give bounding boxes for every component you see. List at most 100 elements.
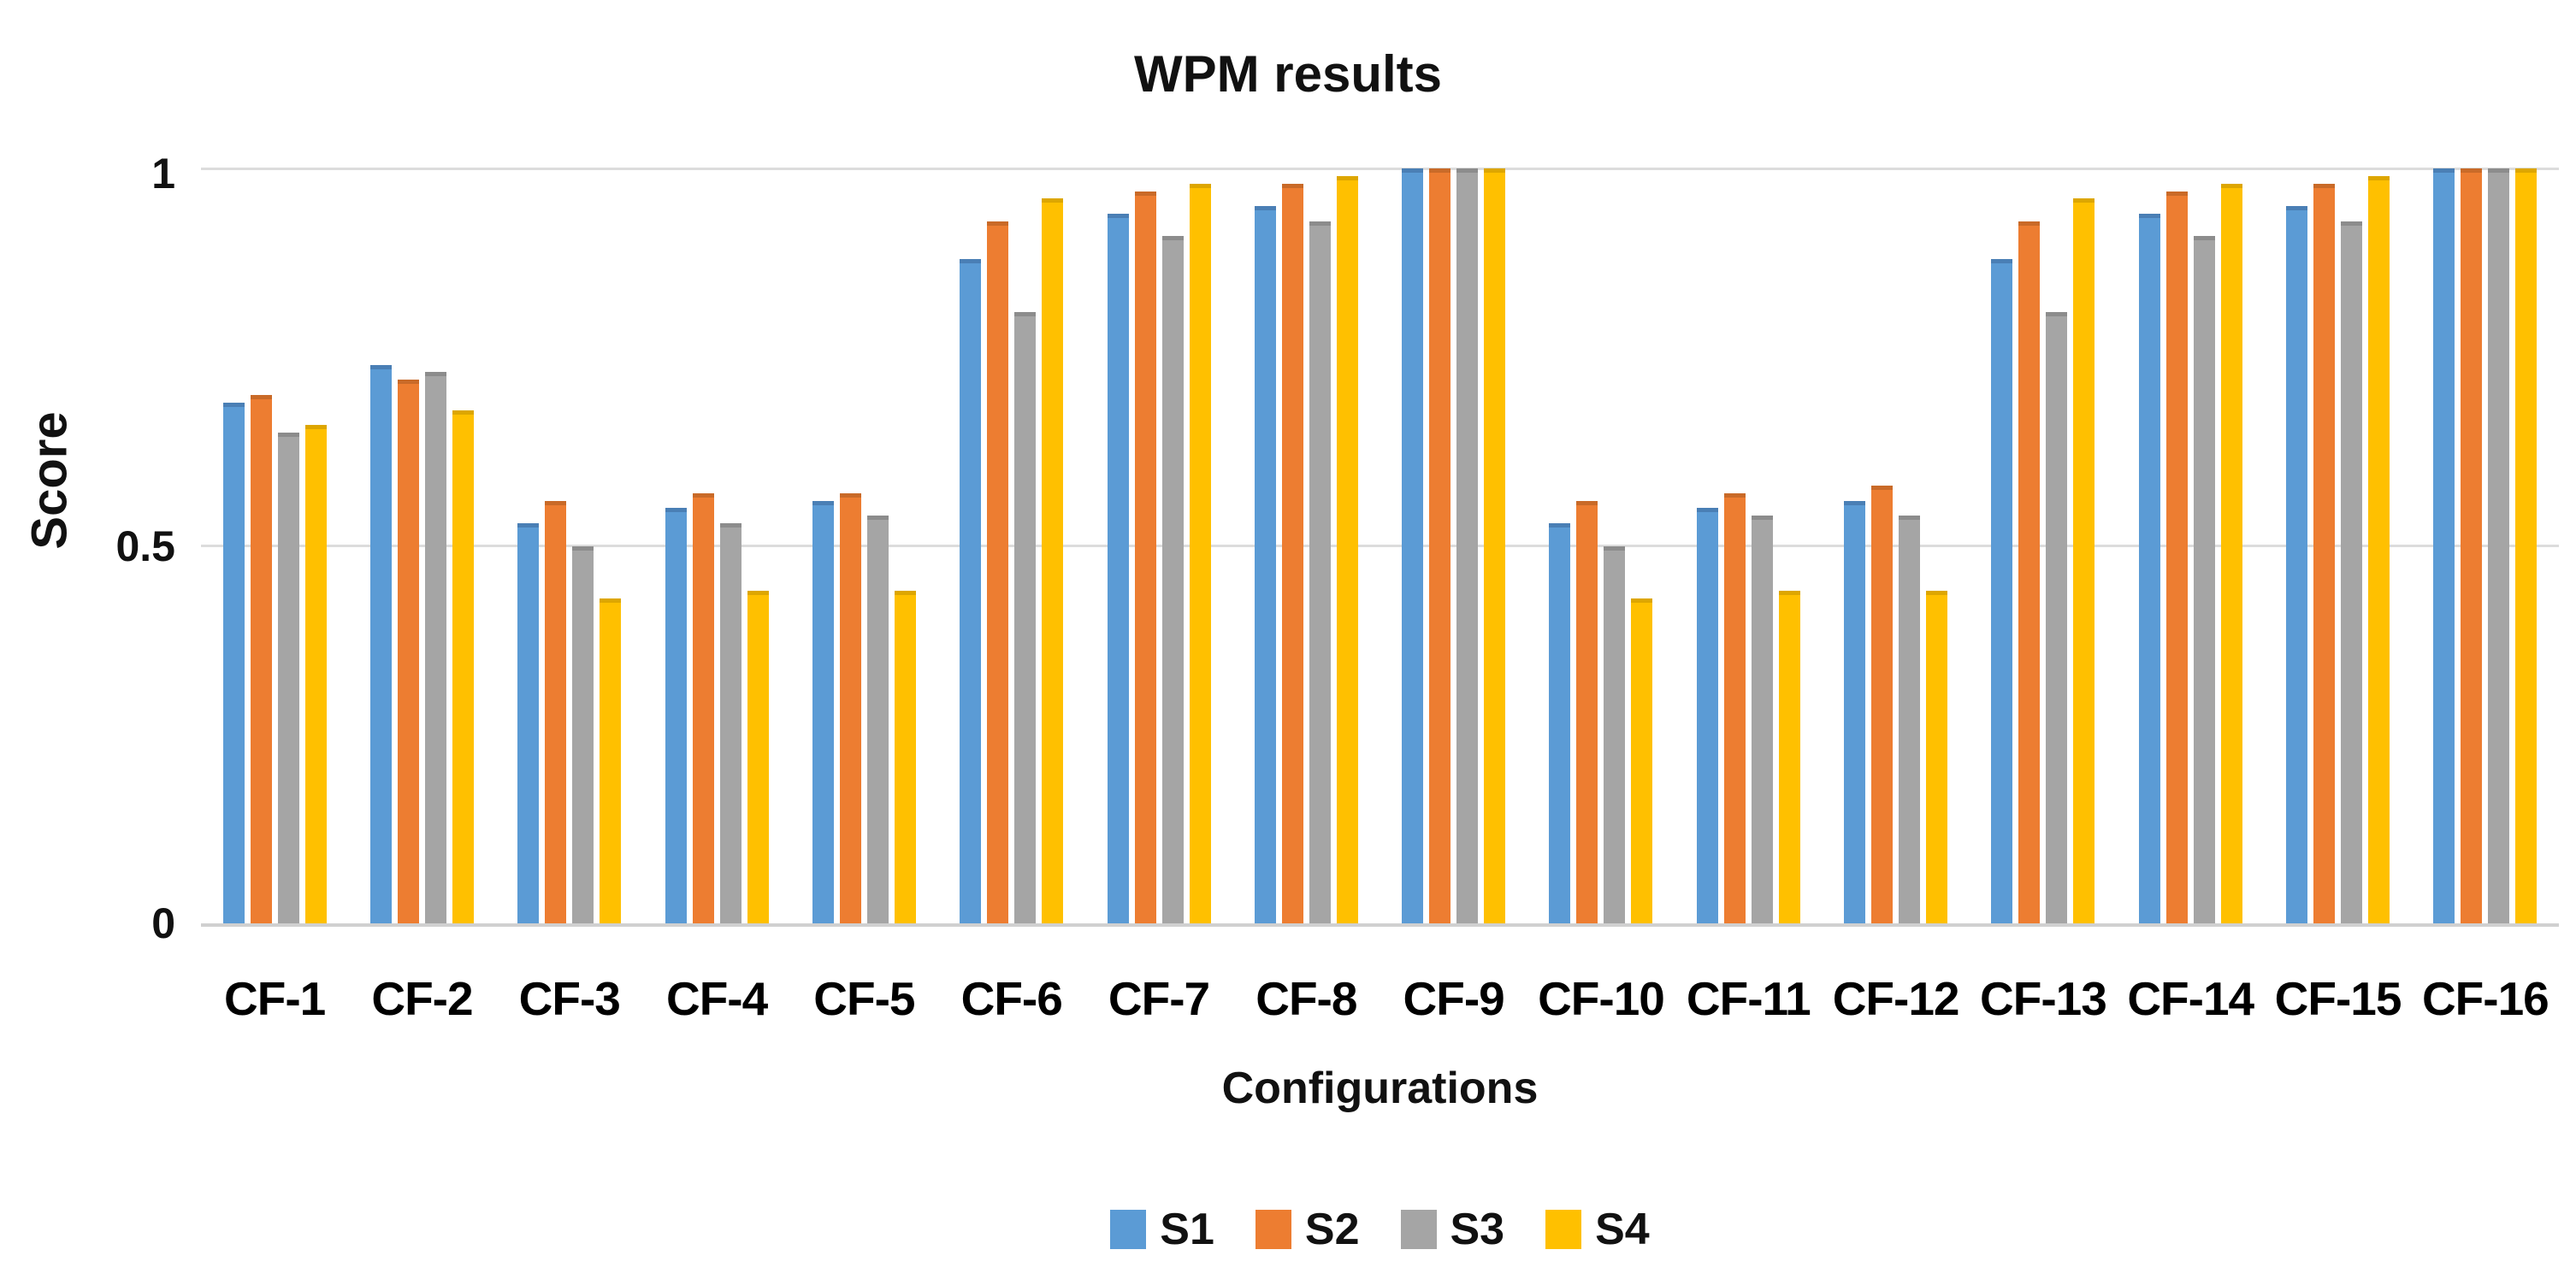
legend: S1 S2 S3 S4 (201, 1204, 2559, 1255)
bar-CF-7-S1 (1107, 213, 1129, 923)
bar-CF-7-S3 (1161, 236, 1184, 923)
bar-CF-15-S3 (2341, 221, 2363, 923)
x-label-CF-7: CF-7 (1108, 972, 1210, 1025)
x-label-CF-5: CF-5 (813, 972, 915, 1025)
x-label-CF-16: CF-16 (2421, 972, 2549, 1025)
x-label-CF-9: CF-9 (1403, 972, 1505, 1025)
bar-group-CF-5 (790, 168, 937, 923)
legend-label-S2: S2 (1304, 1205, 1360, 1254)
bar-group-CF-7 (1085, 168, 1232, 923)
bar-CF-8-S1 (1254, 206, 1276, 923)
bar-CF-14-S3 (2193, 236, 2215, 923)
bar-series-container (201, 168, 2559, 923)
legend-item-S3: S3 (1400, 1204, 1505, 1255)
bar-group-CF-1 (201, 168, 348, 923)
bar-CF-13-S3 (2046, 311, 2068, 923)
bar-CF-14-S1 (2138, 213, 2160, 923)
bar-CF-3-S1 (517, 523, 540, 923)
bar-CF-13-S4 (2073, 198, 2095, 923)
bar-CF-3-S4 (600, 598, 622, 923)
bar-CF-7-S2 (1134, 191, 1156, 923)
x-label-CF-1: CF-1 (224, 972, 326, 1025)
x-label-CF-13: CF-13 (1980, 972, 2107, 1025)
bar-CF-12-S1 (1844, 500, 1866, 923)
bar-CF-2-S2 (397, 380, 419, 923)
bar-group-CF-9 (1380, 168, 1527, 923)
bar-group-CF-6 (938, 168, 1085, 923)
gridline-0-5 (201, 545, 2559, 547)
bar-group-CF-3 (496, 168, 643, 923)
x-label-CF-11: CF-11 (1686, 972, 1811, 1025)
bar-CF-5-S1 (812, 500, 834, 923)
bar-CF-12-S4 (1926, 591, 1948, 923)
legend-swatch-S1 (1110, 1210, 1147, 1249)
bar-CF-12-S3 (1899, 516, 1921, 923)
bar-CF-16-S1 (2433, 168, 2455, 923)
bar-CF-16-S2 (2461, 168, 2483, 923)
plot-area (201, 168, 2559, 927)
bar-group-CF-16 (2412, 168, 2559, 923)
x-label-CF-8: CF-8 (1256, 972, 1357, 1025)
bar-CF-1-S1 (222, 402, 245, 923)
legend-label-S1: S1 (1160, 1205, 1214, 1254)
bar-CF-8-S3 (1309, 221, 1331, 923)
bar-CF-13-S2 (2018, 221, 2041, 923)
bar-CF-10-S4 (1631, 598, 1653, 923)
bar-CF-6-S3 (1014, 311, 1037, 923)
bar-CF-8-S4 (1336, 175, 1358, 923)
bar-group-CF-4 (643, 168, 790, 923)
legend-swatch-S3 (1400, 1210, 1437, 1249)
bar-CF-6-S2 (987, 221, 1009, 923)
legend-label-S3: S3 (1450, 1205, 1505, 1254)
chart-title: WPM results (1133, 45, 1443, 103)
bar-CF-11-S3 (1751, 516, 1773, 923)
bar-CF-6-S4 (1042, 198, 1064, 923)
x-label-CF-4: CF-4 (665, 972, 768, 1025)
bar-CF-3-S3 (572, 545, 594, 923)
bar-group-CF-2 (348, 168, 495, 923)
bar-CF-12-S2 (1871, 485, 1894, 923)
bar-CF-7-S4 (1189, 183, 1211, 923)
x-label-CF-2: CF-2 (371, 972, 473, 1025)
bar-CF-15-S1 (2286, 206, 2308, 923)
x-label-CF-6: CF-6 (960, 972, 1063, 1025)
legend-swatch-S2 (1255, 1210, 1291, 1249)
bar-CF-14-S4 (2220, 183, 2242, 923)
bar-CF-9-S3 (1456, 168, 1479, 923)
bar-CF-10-S2 (1576, 500, 1598, 923)
bar-CF-16-S3 (2488, 168, 2510, 923)
bar-CF-4-S2 (692, 492, 714, 923)
bar-CF-3-S2 (545, 500, 567, 923)
bar-CF-6-S1 (960, 258, 982, 923)
legend-swatch-S4 (1545, 1210, 1582, 1249)
bar-group-CF-12 (1822, 168, 1969, 923)
legend-label-S4: S4 (1595, 1205, 1650, 1254)
bar-CF-2-S4 (452, 410, 474, 923)
bar-CF-4-S1 (665, 508, 687, 923)
bar-CF-11-S2 (1723, 492, 1746, 923)
bar-CF-8-S2 (1281, 183, 1303, 923)
bar-CF-13-S1 (1991, 258, 2013, 923)
bar-CF-9-S4 (1484, 168, 1506, 923)
bar-group-CF-13 (1970, 168, 2117, 923)
x-axis-title: Configurations (1221, 1064, 1539, 1113)
y-tick-label-1: 1 (151, 150, 175, 197)
y-tick-label-0: 0 (151, 899, 175, 947)
bar-group-CF-8 (1232, 168, 1380, 923)
bar-CF-9-S2 (1429, 168, 1451, 923)
bar-CF-4-S3 (719, 523, 741, 923)
bar-CF-10-S3 (1604, 545, 1626, 923)
bar-CF-4-S4 (747, 591, 769, 923)
x-label-CF-15: CF-15 (2274, 972, 2402, 1025)
bar-CF-10-S1 (1549, 523, 1571, 923)
bar-CF-1-S2 (250, 394, 272, 923)
legend-item-S1: S1 (1110, 1204, 1214, 1255)
bar-group-CF-11 (1675, 168, 1822, 923)
legend-item-S4: S4 (1545, 1204, 1650, 1255)
x-label-CF-14: CF-14 (2127, 972, 2254, 1025)
x-label-CF-3: CF-3 (518, 972, 621, 1025)
bar-CF-5-S4 (894, 591, 916, 923)
bar-group-CF-14 (2117, 168, 2264, 923)
gridline-1-0 (201, 168, 2559, 170)
